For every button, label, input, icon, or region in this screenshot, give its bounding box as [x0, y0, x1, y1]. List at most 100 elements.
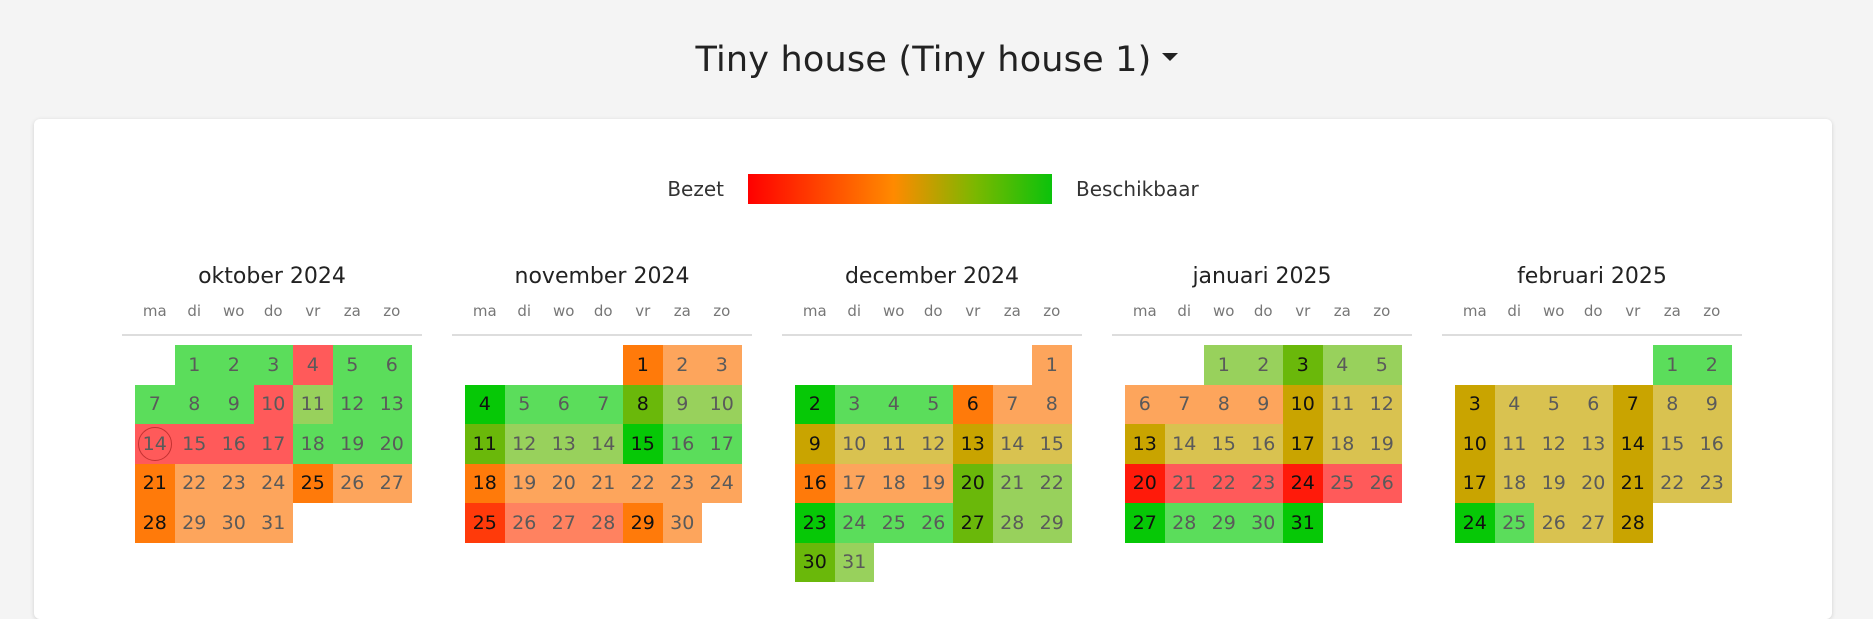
- day-cell[interactable]: 24: [1455, 503, 1495, 543]
- day-cell[interactable]: 26: [913, 503, 953, 543]
- day-cell[interactable]: 9: [1243, 384, 1283, 424]
- day-cell[interactable]: 10: [1283, 384, 1323, 424]
- day-cell[interactable]: 6: [1573, 384, 1613, 424]
- day-cell[interactable]: 28: [1613, 503, 1653, 543]
- day-cell[interactable]: 11: [293, 384, 333, 424]
- day-cell[interactable]: 29: [1032, 503, 1072, 543]
- day-cell[interactable]: 16: [1243, 424, 1283, 464]
- day-cell[interactable]: 27: [1573, 503, 1613, 543]
- day-cell[interactable]: 11: [874, 424, 914, 464]
- day-cell[interactable]: 25: [465, 503, 505, 543]
- day-cell[interactable]: 12: [913, 424, 953, 464]
- day-cell[interactable]: 28: [583, 503, 623, 543]
- day-cell[interactable]: 4: [465, 384, 505, 424]
- day-cell[interactable]: 3: [253, 345, 293, 385]
- day-cell[interactable]: 16: [214, 424, 254, 464]
- day-cell[interactable]: 11: [1322, 384, 1362, 424]
- day-cell[interactable]: 17: [253, 424, 293, 464]
- day-cell[interactable]: 26: [332, 463, 372, 503]
- day-cell[interactable]: 13: [372, 384, 412, 424]
- day-cell[interactable]: 29: [1204, 503, 1244, 543]
- day-cell[interactable]: 2: [662, 345, 702, 385]
- day-cell[interactable]: 23: [795, 503, 835, 543]
- day-cell[interactable]: 2: [795, 384, 835, 424]
- day-cell[interactable]: 2: [1243, 345, 1283, 385]
- day-cell[interactable]: 24: [834, 503, 874, 543]
- day-cell[interactable]: 21: [135, 463, 175, 503]
- day-cell[interactable]: 3: [834, 384, 874, 424]
- day-cell[interactable]: 19: [1362, 424, 1402, 464]
- day-cell[interactable]: 24: [253, 463, 293, 503]
- day-cell[interactable]: 18: [465, 463, 505, 503]
- day-cell[interactable]: 27: [372, 463, 412, 503]
- day-cell[interactable]: 11: [1494, 424, 1534, 464]
- day-cell[interactable]: 27: [544, 503, 584, 543]
- day-cell[interactable]: 10: [834, 424, 874, 464]
- day-cell[interactable]: 30: [214, 503, 254, 543]
- day-cell[interactable]: 12: [504, 424, 544, 464]
- day-cell[interactable]: 1: [1204, 345, 1244, 385]
- day-cell[interactable]: 13: [544, 424, 584, 464]
- day-cell[interactable]: 5: [1362, 345, 1402, 385]
- day-cell[interactable]: 23: [1692, 463, 1732, 503]
- day-cell[interactable]: 8: [174, 384, 214, 424]
- day-cell[interactable]: 18: [293, 424, 333, 464]
- day-cell[interactable]: 23: [214, 463, 254, 503]
- day-cell[interactable]: 22: [1032, 463, 1072, 503]
- day-cell[interactable]: 1: [623, 345, 663, 385]
- day-cell[interactable]: 1: [1652, 345, 1692, 385]
- day-cell[interactable]: 26: [1534, 503, 1574, 543]
- day-cell[interactable]: 27: [953, 503, 993, 543]
- day-cell[interactable]: 19: [332, 424, 372, 464]
- day-cell[interactable]: 8: [1032, 384, 1072, 424]
- day-cell[interactable]: 23: [662, 463, 702, 503]
- day-cell[interactable]: 19: [913, 463, 953, 503]
- day-cell[interactable]: 17: [1283, 424, 1323, 464]
- day-cell[interactable]: 9: [795, 424, 835, 464]
- day-cell[interactable]: 31: [1283, 503, 1323, 543]
- day-cell[interactable]: 10: [1455, 424, 1495, 464]
- day-cell[interactable]: 20: [1125, 463, 1165, 503]
- day-cell[interactable]: 21: [992, 463, 1032, 503]
- day-cell[interactable]: 5: [913, 384, 953, 424]
- day-cell[interactable]: 17: [1455, 463, 1495, 503]
- day-cell[interactable]: 17: [834, 463, 874, 503]
- day-cell[interactable]: 24: [1283, 463, 1323, 503]
- day-cell[interactable]: 13: [953, 424, 993, 464]
- day-cell[interactable]: 10: [253, 384, 293, 424]
- day-cell[interactable]: 9: [214, 384, 254, 424]
- day-cell[interactable]: 15: [1204, 424, 1244, 464]
- day-cell[interactable]: 12: [1534, 424, 1574, 464]
- day-cell[interactable]: 12: [1362, 384, 1402, 424]
- day-cell[interactable]: 10: [702, 384, 742, 424]
- day-cell[interactable]: 6: [953, 384, 993, 424]
- day-cell[interactable]: 26: [1362, 463, 1402, 503]
- day-cell[interactable]: 21: [1613, 463, 1653, 503]
- day-cell[interactable]: 22: [1652, 463, 1692, 503]
- day-cell[interactable]: 14: [1613, 424, 1653, 464]
- day-cell[interactable]: 22: [623, 463, 663, 503]
- day-cell[interactable]: 15: [1652, 424, 1692, 464]
- day-cell[interactable]: 22: [174, 463, 214, 503]
- day-cell[interactable]: 16: [795, 463, 835, 503]
- day-cell[interactable]: 3: [1283, 345, 1323, 385]
- day-cell[interactable]: 4: [1494, 384, 1534, 424]
- day-cell[interactable]: 6: [372, 345, 412, 385]
- day-cell[interactable]: 1: [1032, 345, 1072, 385]
- day-cell[interactable]: 11: [465, 424, 505, 464]
- day-cell[interactable]: 3: [702, 345, 742, 385]
- day-cell[interactable]: 6: [544, 384, 584, 424]
- day-cell[interactable]: 8: [1204, 384, 1244, 424]
- day-cell[interactable]: 20: [1573, 463, 1613, 503]
- day-cell[interactable]: 29: [623, 503, 663, 543]
- day-cell[interactable]: 14: [992, 424, 1032, 464]
- day-cell[interactable]: 2: [214, 345, 254, 385]
- day-cell[interactable]: 26: [504, 503, 544, 543]
- day-cell[interactable]: 30: [662, 503, 702, 543]
- day-cell[interactable]: 1: [174, 345, 214, 385]
- day-cell[interactable]: 29: [174, 503, 214, 543]
- day-cell[interactable]: 5: [1534, 384, 1574, 424]
- day-cell[interactable]: 4: [874, 384, 914, 424]
- day-cell[interactable]: 16: [662, 424, 702, 464]
- day-cell[interactable]: 30: [1243, 503, 1283, 543]
